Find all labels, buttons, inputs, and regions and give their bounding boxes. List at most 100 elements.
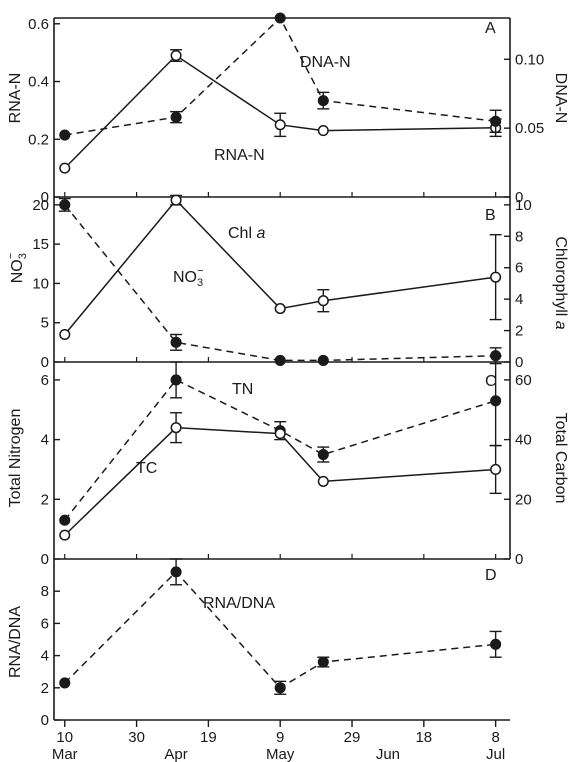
y-tick-label-left: 0 bbox=[41, 551, 49, 568]
data-point-rna-n bbox=[317, 125, 329, 137]
data-point-rna-n bbox=[274, 119, 286, 131]
y-tick-label-right: 60 bbox=[515, 372, 532, 389]
data-point-tn bbox=[490, 395, 502, 407]
series-line-rna-dna bbox=[64, 570, 496, 689]
y-tick-label-left: 6 bbox=[41, 615, 49, 632]
y-tick-label-right: 0 bbox=[515, 551, 523, 568]
data-point-rna-dna bbox=[317, 656, 329, 668]
axis-title-d-left: RNA/DNA bbox=[7, 606, 24, 678]
data-point-no3 bbox=[317, 354, 329, 366]
data-point-tn bbox=[59, 514, 71, 526]
axis-title-a-left: RNA-N bbox=[7, 73, 24, 124]
annotation-tn: TN bbox=[232, 381, 253, 398]
axis-title-b-right-italic: a bbox=[552, 321, 568, 330]
y-tick-label-right: 8 bbox=[515, 228, 523, 245]
data-point-no3 bbox=[59, 199, 71, 211]
annotation-rna-dna: RNA/DNA bbox=[203, 595, 275, 612]
annotation-chl-a: Chl a bbox=[228, 225, 265, 242]
axis-title-a-right: DNA-N bbox=[552, 73, 568, 124]
axis-title-b-left-sub: 3 bbox=[17, 253, 29, 259]
y-tick-label-left: 4 bbox=[41, 648, 49, 665]
data-point-chl-a bbox=[274, 303, 286, 315]
data-point-tn bbox=[317, 448, 329, 461]
y-tick-label-left: 10 bbox=[32, 275, 49, 292]
y-tick-label-left: 20 bbox=[32, 197, 49, 214]
y-tick-label-right: 40 bbox=[515, 432, 532, 449]
annotation-chl-a-base: Chl bbox=[228, 225, 256, 242]
y-tick-label-left: 0 bbox=[41, 354, 49, 371]
x-tick-label: 19 bbox=[200, 729, 217, 746]
data-point-rna-n bbox=[170, 49, 182, 62]
series-line-chl-a bbox=[64, 199, 496, 335]
data-point-chl-a bbox=[490, 271, 502, 283]
data-point-tc bbox=[274, 428, 286, 440]
data-point-chl-a bbox=[170, 194, 182, 206]
data-point-dna-n bbox=[170, 111, 182, 123]
axis-title-b-left-sup: − bbox=[5, 253, 17, 259]
x-month-label: Jul bbox=[486, 746, 505, 762]
axis-title-b-left-base: NO bbox=[9, 259, 26, 283]
series-line-no3 bbox=[64, 204, 496, 362]
x-tick-label: 9 bbox=[276, 729, 284, 746]
x-tick-label: 30 bbox=[128, 729, 145, 746]
data-point-chl-a bbox=[59, 328, 71, 341]
y-tick-label-right: 0 bbox=[515, 354, 523, 371]
annotation-no3-base: NO bbox=[173, 269, 197, 286]
data-point-dna-n bbox=[274, 12, 286, 24]
y-tick-label-left: 15 bbox=[32, 236, 49, 253]
panel-letter-a: A bbox=[485, 20, 496, 37]
y-tick-label-right: 10 bbox=[515, 197, 532, 214]
y-tick-label-left: 0 bbox=[41, 712, 49, 729]
x-tick-label: 8 bbox=[491, 729, 499, 746]
data-point-dna-n bbox=[317, 95, 329, 107]
x-tick-label: 29 bbox=[344, 729, 361, 746]
annotation-no3-sub: 3 bbox=[197, 277, 203, 289]
panel-letter-d: D bbox=[485, 567, 497, 584]
data-point-dna-n bbox=[490, 115, 502, 127]
y-tick-label-left: 5 bbox=[41, 315, 49, 332]
annotation-no3-sup: − bbox=[197, 265, 203, 277]
series-line-tn bbox=[64, 378, 496, 521]
x-tick-label: 18 bbox=[415, 729, 432, 746]
data-point-tn bbox=[170, 374, 182, 386]
x-month-label: Mar bbox=[52, 746, 78, 762]
annotation-no3: NO3− bbox=[173, 265, 204, 289]
annotation-rna-n: RNA-N bbox=[214, 147, 265, 164]
y-tick-label-left: 0.4 bbox=[28, 74, 49, 91]
data-point-rna-dna bbox=[490, 638, 502, 650]
data-point-rna-dna bbox=[59, 677, 71, 689]
y-tick-label-right: 2 bbox=[515, 323, 523, 340]
data-point-no3 bbox=[170, 336, 182, 348]
data-point-rna-dna bbox=[170, 566, 182, 578]
x-tick-label: 10 bbox=[56, 729, 73, 746]
series-line-rna-n bbox=[64, 54, 496, 169]
y-tick-label-left: 8 bbox=[41, 583, 49, 600]
data-point-tc bbox=[170, 422, 182, 434]
series-line-tc bbox=[64, 426, 496, 536]
x-month-label: Jun bbox=[376, 746, 400, 762]
axis-title-b-right: Chlorophyll a bbox=[552, 236, 568, 329]
panel-letter-c: C bbox=[485, 373, 497, 390]
data-point-tc bbox=[59, 529, 71, 541]
y-tick-label-right: 4 bbox=[515, 291, 523, 308]
data-point-dna-n bbox=[59, 129, 71, 141]
y-tick-label-right: 0.10 bbox=[515, 51, 544, 68]
annotation-chl-a-italic: a bbox=[256, 225, 265, 242]
axis-title-b-left: NO3− bbox=[5, 253, 29, 284]
y-tick-label-left: 2 bbox=[41, 491, 49, 508]
y-tick-label-left: 4 bbox=[41, 432, 49, 449]
y-tick-label-left: 6 bbox=[41, 372, 49, 389]
data-point-tc bbox=[317, 475, 329, 487]
y-tick-label-right: 0 bbox=[515, 189, 523, 206]
y-tick-label-right: 0.05 bbox=[515, 120, 544, 137]
panel-letter-b: B bbox=[485, 207, 496, 224]
axis-title-c-right: Total Carbon bbox=[552, 413, 568, 504]
y-tick-label-left: 0 bbox=[41, 189, 49, 206]
y-tick-label-left: 2 bbox=[41, 680, 49, 697]
y-tick-label-right: 20 bbox=[515, 491, 532, 508]
axis-title-c-left: Total Nitrogen bbox=[7, 409, 24, 508]
data-point-rna-dna bbox=[274, 682, 286, 694]
x-month-label: May bbox=[266, 746, 295, 762]
